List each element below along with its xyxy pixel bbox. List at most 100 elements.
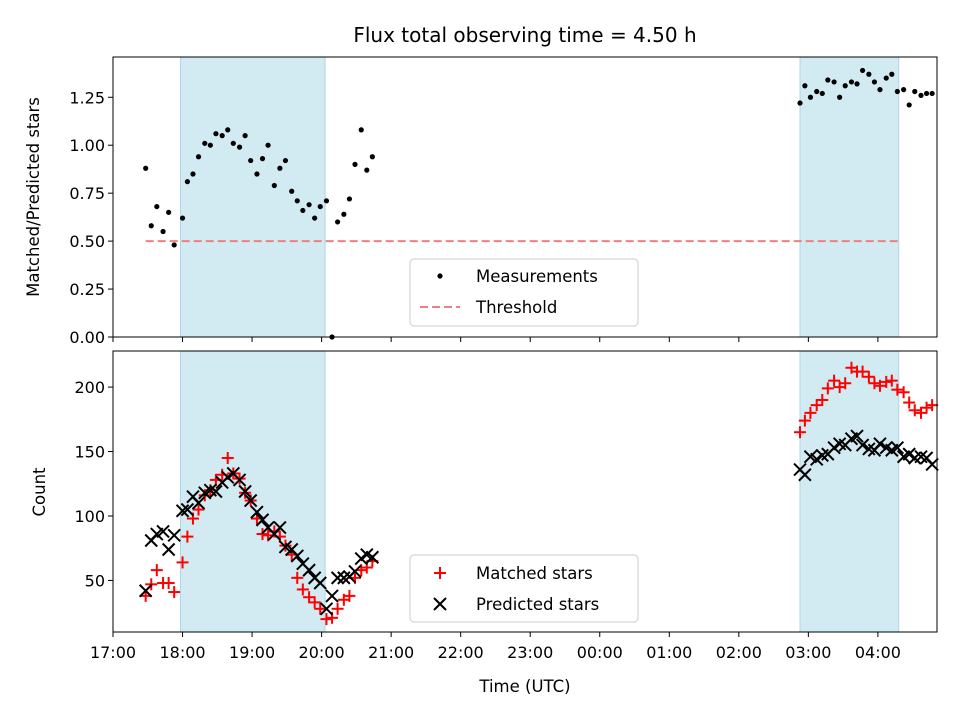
measurement-point xyxy=(148,223,154,229)
predicted-star-point xyxy=(290,549,304,563)
measurement-point xyxy=(219,133,225,139)
measurement-point xyxy=(837,94,843,100)
measurement-point xyxy=(912,88,918,95)
measurement-point xyxy=(352,161,358,167)
predicted-star-point xyxy=(330,571,345,585)
x-tick-label: 04:00 xyxy=(855,643,901,662)
measurement-point xyxy=(230,140,236,146)
matched-star-point xyxy=(291,571,304,584)
y-tick-label: 0.00 xyxy=(69,328,105,347)
matched-star-point xyxy=(862,370,875,383)
x-tick-label: 22:00 xyxy=(438,643,484,662)
matched-star-point xyxy=(880,375,893,388)
matched-star-point xyxy=(176,556,189,569)
legend-predicted-marker xyxy=(433,597,447,611)
measurement-point xyxy=(819,90,825,97)
y-tick-label: 50 xyxy=(85,571,105,590)
measurement-point xyxy=(271,182,277,189)
measurement-point xyxy=(294,198,300,204)
matched-star-point xyxy=(794,426,807,439)
predicted-star-point xyxy=(191,496,206,510)
measurement-point xyxy=(825,77,831,83)
measurement-point xyxy=(236,144,243,150)
predicted-star-point xyxy=(161,542,176,557)
legend-matched-marker xyxy=(434,567,446,579)
measurement-point xyxy=(171,242,177,248)
matched-star-point xyxy=(903,396,916,409)
predicted-star-point xyxy=(243,493,258,508)
measurement-point xyxy=(282,157,289,164)
measurement-point xyxy=(807,94,814,100)
predicted-star-point xyxy=(255,513,270,527)
predicted-star-point xyxy=(873,437,887,451)
matched-star-point xyxy=(868,377,881,390)
y-tick-label: 100 xyxy=(74,507,105,526)
predicted-star-point xyxy=(167,528,181,543)
x-tick-label: 18:00 xyxy=(159,643,205,662)
predicted-star-point xyxy=(925,457,939,472)
y-tick-label: 1.00 xyxy=(69,136,105,155)
x-tick-label: 23:00 xyxy=(507,643,553,662)
measurement-point xyxy=(184,179,191,185)
x-tick-label: 19:00 xyxy=(229,643,275,662)
measurement-point xyxy=(195,154,202,160)
count-axes-frame xyxy=(112,350,938,633)
measurement-point xyxy=(906,102,912,108)
predicted-star-point xyxy=(809,452,824,466)
count-legend: Matched stars Predicted stars xyxy=(409,554,639,623)
ratio-y-axis-label: Matched/Predicted stars xyxy=(24,97,43,297)
predicted-star-point xyxy=(798,468,812,482)
x-tick-label: 20:00 xyxy=(299,643,345,662)
x-tick-label: 02:00 xyxy=(716,643,762,662)
predicted-star-point xyxy=(221,470,235,485)
measurement-point xyxy=(848,79,855,85)
predicted-star-point xyxy=(827,440,841,455)
measurement-point xyxy=(248,157,254,164)
measurement-point xyxy=(306,202,312,208)
measurement-point xyxy=(842,83,848,89)
ratio-legend: Measurements Threshold xyxy=(409,258,639,327)
x-tick-label: 03:00 xyxy=(785,643,831,662)
y-tick-label: 150 xyxy=(74,443,105,462)
x-tick-label: 17:00 xyxy=(90,643,136,662)
predicted-star-point xyxy=(302,563,316,577)
y-tick-label: 200 xyxy=(74,378,105,397)
measurement-point xyxy=(883,75,889,81)
measurement-point xyxy=(154,203,160,210)
ratio-axes-frame xyxy=(112,56,938,338)
observing-window-2 xyxy=(799,56,900,338)
predicted-star-point xyxy=(250,505,264,519)
measurement-point xyxy=(797,100,803,106)
measurement-point xyxy=(213,131,219,137)
predicted-star-point xyxy=(138,584,153,598)
measurement-point xyxy=(202,140,208,146)
count-axes: 17:00 18:00 19:00 20:00 21:00 22:00 23:00 00:00… xyxy=(30,350,939,696)
measurement-point xyxy=(143,165,149,171)
measurement-point xyxy=(207,142,213,148)
measurement-point xyxy=(335,219,341,225)
ratio-axes: 0.00 0.25 0.50 0.75 1.00 1.25 Matched/Predict… xyxy=(24,56,938,347)
measurement-point xyxy=(358,127,364,133)
matched-star-point xyxy=(804,406,817,419)
x-tick-label: 00:00 xyxy=(577,643,623,662)
matched-star-point xyxy=(168,586,181,599)
measurement-point xyxy=(300,207,306,214)
matched-star-point xyxy=(856,365,869,378)
matched-star-point xyxy=(821,382,834,395)
legend-predicted-label: Predicted stars xyxy=(476,595,599,614)
measurement-point xyxy=(894,88,900,95)
matched-star-point xyxy=(150,564,163,577)
y-tick-label: 0.25 xyxy=(69,280,105,299)
matched-star-point xyxy=(268,525,281,538)
measurement-point xyxy=(265,142,271,148)
predicted-star-point xyxy=(902,447,916,461)
matched-star-point xyxy=(926,399,939,412)
measurement-point xyxy=(866,71,872,77)
matched-star-point xyxy=(296,583,309,596)
measurement-point xyxy=(160,228,166,235)
matched-star-point xyxy=(816,393,829,406)
predicted-star-point xyxy=(156,524,170,539)
predicted-star-point xyxy=(319,602,334,616)
predicted-star-point xyxy=(890,440,905,455)
chart-title: Flux total observing time = 4.50 h xyxy=(353,23,696,47)
